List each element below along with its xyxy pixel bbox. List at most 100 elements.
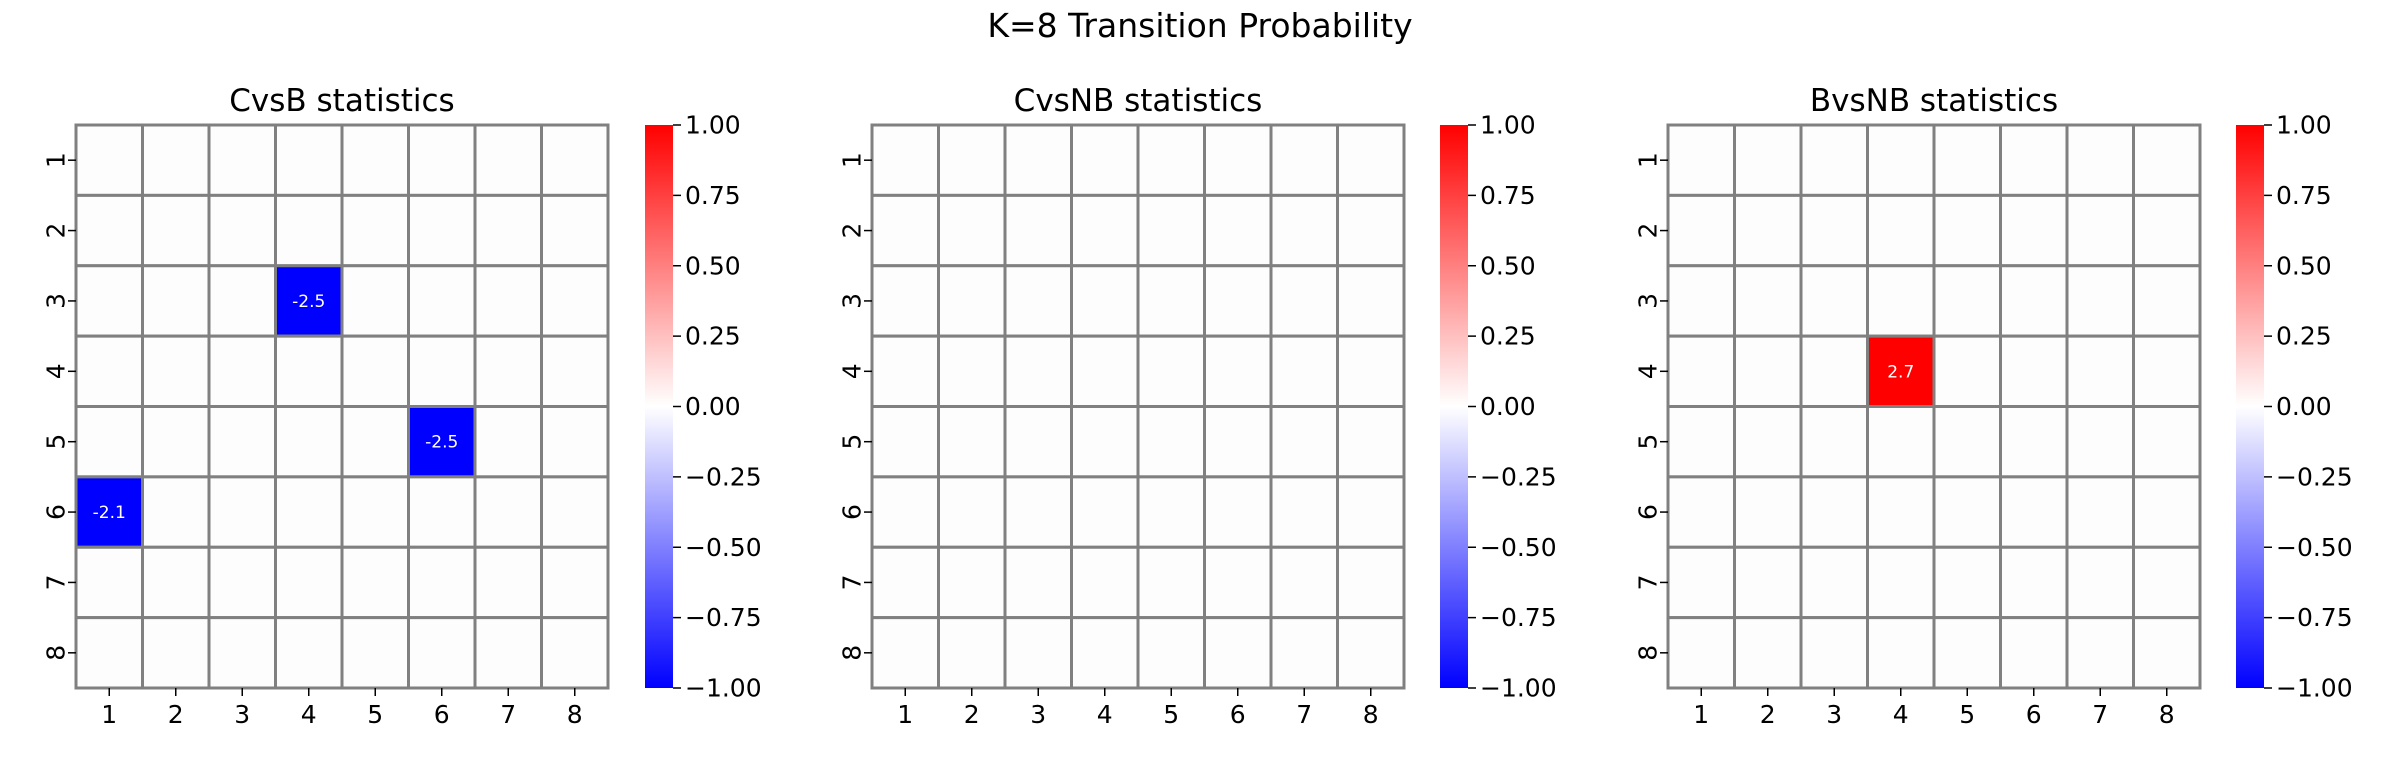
heatmap-cell [2065,193,2135,268]
y-tick-label: 8 [1634,645,1663,661]
x-tick-label: 7 [500,700,516,729]
heatmap-cell [207,405,277,479]
y-tick-label: 2 [838,223,867,239]
panel-title: CvsNB statistics [1014,83,1263,119]
heatmap-cell [540,475,610,549]
heatmap-cell [407,264,477,338]
heatmap-cell [2132,475,2202,549]
heatmap-cell [1799,405,1869,479]
heatmap-cell [1336,123,1406,197]
heatmap-cell [1932,334,2002,408]
heatmap-cell [1269,193,1339,268]
x-tick-label: 4 [1097,700,1113,729]
heatmap-cell [2065,264,2135,338]
cell-annotation: -2.5 [292,292,325,312]
heatmap-cell [1666,193,1736,268]
heatmap-cell [1269,545,1339,620]
colorbar-tick-label: −0.50 [685,533,762,562]
heatmap-cell [1866,264,1936,338]
heatmap-cell [870,123,940,197]
heatmap-cell [1336,545,1406,620]
heatmap-cell [407,545,477,620]
heatmap-cell [1003,616,1073,690]
heatmap-cell [1136,123,1206,197]
y-tick-label: 1 [1634,152,1663,168]
heatmap-cell [141,264,211,338]
heatmap-cell [1336,264,1406,338]
heatmap-cell [1070,123,1140,197]
colorbar-tick-label: −0.75 [685,603,762,632]
cell-annotation: -2.5 [425,433,458,453]
y-tick-label: 3 [42,293,71,309]
colorbar-tick-label: −0.50 [1480,533,1557,562]
colorbar-tick-label: −0.75 [2276,603,2353,632]
heatmap-cell [1866,616,1936,690]
heatmap-cell [1336,405,1406,479]
heatmap-panel-2: CvsNB statistics 1 2 3 4 5 6 7 8 1 2 3 4 5 6 7 8 1.00 0.75… [838,83,1557,729]
heatmap-cell [1666,475,1736,549]
heatmap-cell [340,193,410,268]
heatmap-cell [473,334,543,408]
y-tick-label: 5 [42,434,71,450]
colorbar [645,125,673,688]
heatmap-cell [1136,616,1206,690]
colorbar-tick-label: 1.00 [2276,111,2332,140]
colorbar-tick-label: 0.50 [1480,251,1536,280]
heatmap-cell [1003,193,1073,268]
colorbar-tick-label: 0.25 [1480,322,1536,351]
x-tick-label: 3 [1826,700,1842,729]
heatmap-cell [1269,616,1339,690]
heatmap-cell [870,193,940,268]
y-tick-label: 2 [42,223,71,239]
heatmap-cell [1999,123,2069,197]
heatmap-cell [274,475,344,549]
x-tick-label: 2 [1760,700,1776,729]
heatmap-cell [473,405,543,479]
heatmap-cell [1733,123,1803,197]
heatmap-cell [74,616,144,690]
heatmap-cell [407,123,477,197]
heatmap-cell [1733,475,1803,549]
heatmap-cell [274,616,344,690]
colorbar-tick-label: 0.75 [2276,181,2332,210]
colorbar [2236,125,2264,688]
heatmap-cell [274,545,344,620]
heatmap-cell [1203,475,1273,549]
heatmap-cell [1269,475,1339,549]
heatmap-cell [1866,545,1936,620]
heatmap-cell [207,545,277,620]
heatmap-cell [340,264,410,338]
y-tick-label: 7 [838,574,867,590]
heatmap-cell [1666,545,1736,620]
heatmap-cell [473,616,543,690]
heatmap-cell [340,405,410,479]
y-tick-label: 5 [1634,434,1663,450]
heatmap-cell [937,193,1007,268]
heatmap-cell [1136,475,1206,549]
heatmap-cell [74,405,144,479]
heatmap-cell [2065,334,2135,408]
heatmap-cell [1799,264,1869,338]
x-tick-label: 5 [1163,700,1179,729]
colorbar-tick-label: −0.25 [2276,462,2353,491]
colorbar-tick-label: −0.25 [1480,462,1557,491]
colorbar-tick-label: 1.00 [685,111,741,140]
heatmap-cell [1799,193,1869,268]
y-tick-label: 2 [1634,223,1663,239]
colorbar-tick-label: 0.50 [685,251,741,280]
heatmap-cell [870,334,940,408]
heatmap-cell [1070,193,1140,268]
y-tick-label: 3 [1634,293,1663,309]
heatmap-cell [1136,264,1206,338]
heatmap-cell [1203,545,1273,620]
x-tick-label: 3 [234,700,250,729]
heatmap-cell [937,616,1007,690]
heatmap-cell [540,616,610,690]
heatmap-cell [340,123,410,197]
heatmap-cell [1336,475,1406,549]
heatmap-cell [1070,264,1140,338]
heatmap-cell [1999,616,2069,690]
heatmap-cell [74,545,144,620]
heatmap-cell [2132,264,2202,338]
